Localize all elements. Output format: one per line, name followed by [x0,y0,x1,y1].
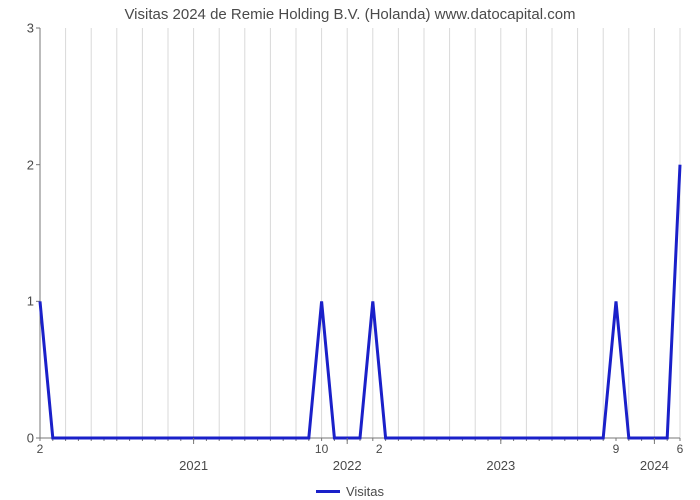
x-year-label: 2021 [179,458,208,473]
chart-svg [40,28,680,438]
chart-title: Visitas 2024 de Remie Holding B.V. (Hola… [0,6,700,23]
x-tick-label: 2 [376,442,383,456]
x-year-label: 2024 [640,458,669,473]
y-tick-label: 2 [4,157,34,172]
x-tick-label: 2 [37,442,44,456]
plot-area [40,28,680,438]
x-year-label: 2023 [486,458,515,473]
x-tick-label: 6 [677,442,684,456]
x-tick-label: 10 [315,442,328,456]
x-year-label: 2022 [333,458,362,473]
chart-container: Visitas 2024 de Remie Holding B.V. (Hola… [0,0,700,500]
y-tick-label: 3 [4,21,34,36]
y-tick-label: 1 [4,294,34,309]
legend-label: Visitas [346,484,384,499]
legend-swatch [316,490,340,493]
x-tick-label: 9 [613,442,620,456]
legend: Visitas [0,480,700,499]
legend-item: Visitas [316,484,384,499]
y-tick-label: 0 [4,431,34,446]
